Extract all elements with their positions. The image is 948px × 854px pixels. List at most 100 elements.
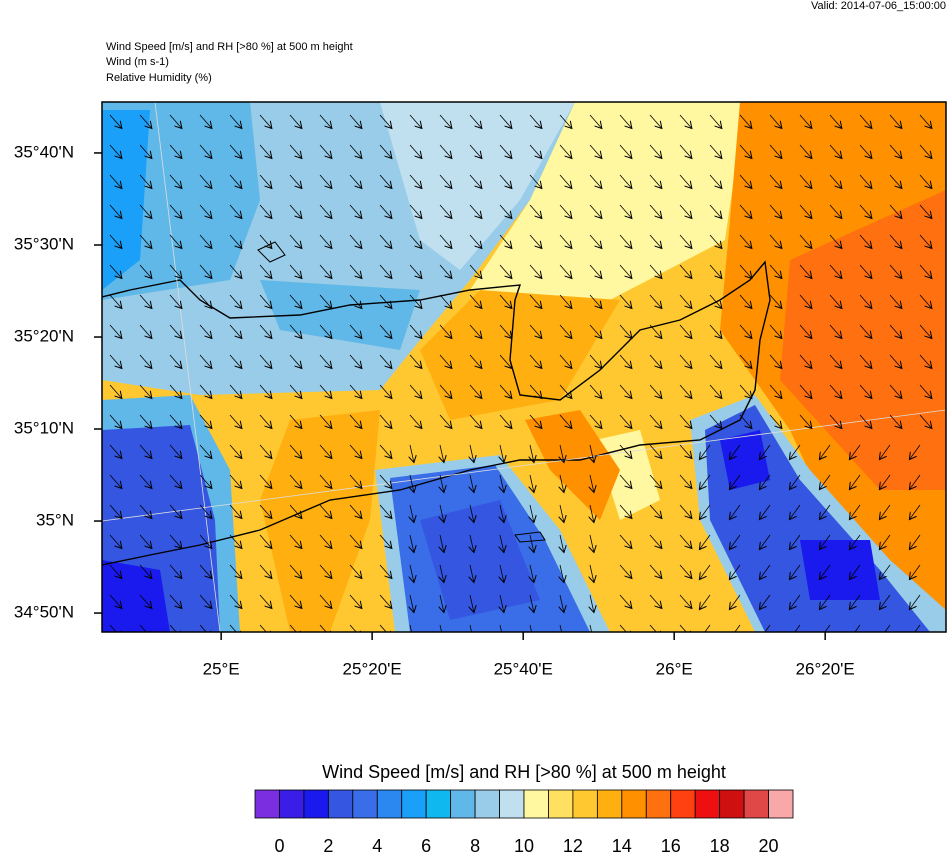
wind-arrow	[379, 564, 392, 579]
wind-arrow	[649, 174, 662, 189]
wind-arrow	[109, 324, 122, 339]
wind-arrow	[799, 264, 812, 279]
wind-arrow	[440, 534, 444, 553]
wind-arrow	[909, 444, 921, 460]
wind-arrow	[259, 264, 272, 279]
wind-arrow	[229, 474, 242, 489]
wind-arrow	[410, 534, 414, 553]
wind-arrow	[289, 564, 302, 579]
wind-arrow	[410, 594, 414, 613]
wind-arrow	[619, 144, 632, 159]
wind-arrow	[319, 354, 332, 369]
wind-arrow	[349, 234, 362, 249]
wind-arrow	[349, 384, 362, 399]
wind-arrow	[699, 624, 711, 632]
wind-arrow	[879, 624, 891, 632]
wind-arrow	[709, 384, 722, 399]
wind-arrow	[199, 414, 212, 429]
wind-arrow	[379, 144, 392, 159]
wind-arrow	[849, 594, 861, 610]
wind-arrow	[199, 324, 212, 339]
x-tick-label: 25°40'E	[494, 659, 553, 678]
wind-arrow	[709, 264, 722, 279]
wind-arrow	[859, 384, 872, 399]
wind-arrow	[289, 444, 302, 459]
wind-arrow	[739, 384, 752, 399]
map-frame	[101, 101, 947, 633]
colorbar-box	[352, 789, 378, 819]
wind-arrow	[679, 204, 692, 219]
wind-arrow	[729, 444, 741, 460]
wind-arrow	[229, 444, 242, 459]
wind-arrow	[759, 594, 771, 610]
wind-arrow	[829, 264, 842, 279]
wind-arrow	[739, 234, 752, 249]
wind-arrow	[109, 294, 122, 309]
wind-arrow	[229, 204, 242, 219]
wind-arrow	[859, 324, 872, 339]
wind-arrow	[169, 534, 182, 549]
wind-arrow	[529, 204, 542, 219]
wind-arrow	[259, 444, 272, 459]
wind-arrow	[679, 294, 692, 309]
wind-arrow	[109, 414, 122, 429]
wind-arrow	[439, 624, 442, 632]
x-tick-label: 25°E	[203, 659, 240, 678]
wind-arrow	[560, 594, 564, 613]
wind-arrow	[559, 414, 572, 429]
wind-arrow	[500, 564, 504, 583]
wind-arrow	[709, 174, 722, 189]
wind-arrow	[859, 264, 872, 279]
colorbar-label: 16	[661, 836, 681, 854]
wind-arrow	[439, 144, 452, 159]
wind-arrow	[319, 564, 332, 579]
wind-arrow	[590, 534, 594, 553]
wind-arrow	[109, 144, 122, 159]
wind-arrow	[259, 534, 272, 549]
wind-arrow	[470, 534, 474, 553]
wind-arrow	[289, 174, 302, 189]
wind-arrow	[559, 204, 572, 219]
wind-arrow	[319, 114, 332, 129]
wind-arrow	[649, 114, 662, 129]
wind-arrow	[440, 504, 444, 523]
wind-arrow	[829, 384, 842, 399]
wind-arrow	[199, 564, 212, 579]
wind-arrow	[829, 114, 842, 129]
wind-arrow	[409, 384, 422, 399]
y-tick-label: 35°N	[36, 511, 74, 530]
wind-arrow	[739, 414, 752, 429]
wind-arrow	[649, 294, 662, 309]
wind-arrow	[590, 474, 594, 493]
wind-arrow	[349, 264, 362, 279]
wind-arrow	[439, 174, 452, 189]
wind-arrow	[470, 444, 474, 463]
wind-arrow	[469, 324, 482, 339]
wind-arrow	[379, 534, 392, 549]
wind-arrow	[229, 594, 242, 609]
wind-arrow	[619, 474, 632, 489]
wind-arrow	[739, 294, 752, 309]
wind-arrow	[499, 144, 512, 159]
wind-arrow	[469, 174, 482, 189]
wind-arrow	[529, 384, 542, 399]
wind-arrow	[109, 534, 122, 549]
wind-arrow	[199, 264, 212, 279]
wind-arrow	[199, 234, 212, 249]
wind-arrow	[649, 384, 662, 399]
wind-arrow	[469, 384, 482, 399]
wind-arrow	[259, 114, 272, 129]
wind-arrow	[859, 414, 872, 429]
wind-arrow	[259, 294, 272, 309]
wind-arrow	[469, 294, 482, 309]
wind-arrow	[379, 414, 392, 429]
wind-arrow	[819, 504, 831, 520]
wind-arrow	[879, 594, 891, 610]
wind-arrow	[289, 384, 302, 399]
wind-arrow	[349, 414, 362, 429]
wind-arrow	[229, 264, 242, 279]
wind-arrow	[769, 204, 782, 219]
wind-arrow	[439, 234, 452, 249]
wind-arrow	[819, 474, 831, 490]
